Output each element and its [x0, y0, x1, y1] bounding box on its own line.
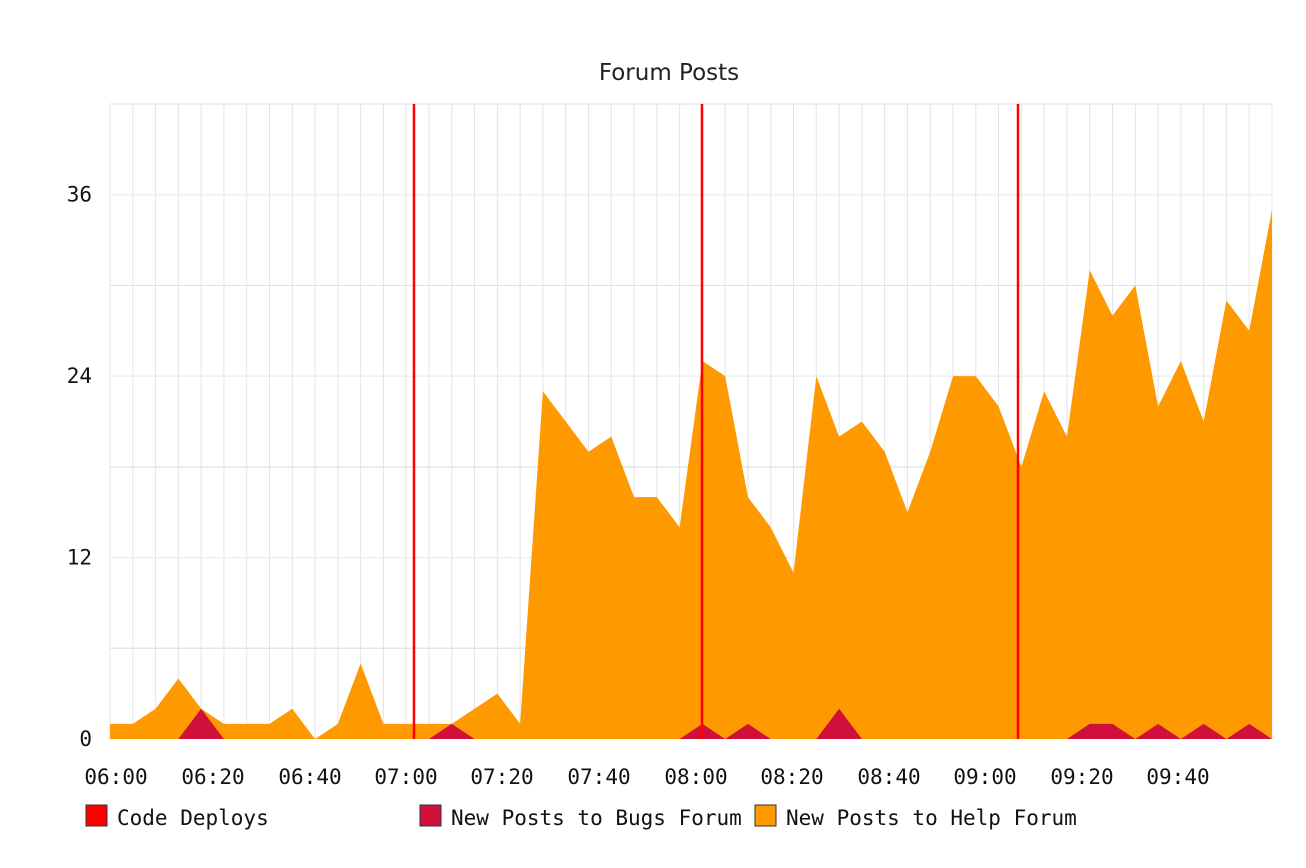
- x-axis-ticks: 06:00 06:20 06:40 07:00 07:20 07:40 08:00 08:20…: [84, 765, 1209, 789]
- y-axis-ticks: 0 12 24 36: [67, 183, 92, 751]
- legend-label: Code Deploys: [117, 806, 269, 830]
- x-tick-label: 09:00: [953, 765, 1016, 789]
- x-tick-label: 09:40: [1146, 765, 1209, 789]
- series-area-help-forum: [110, 209, 1272, 740]
- x-tick-label: 06:40: [278, 765, 341, 789]
- y-tick-label: 0: [79, 727, 92, 751]
- legend-label: New Posts to Bugs Forum: [451, 806, 742, 830]
- x-tick-label: 08:40: [857, 765, 920, 789]
- chart-title: Forum Posts: [599, 60, 739, 86]
- x-tick-label: 07:00: [374, 765, 437, 789]
- y-tick-label: 24: [67, 364, 92, 388]
- legend-label: New Posts to Help Forum: [786, 806, 1077, 830]
- series-area-bugs-forum: [110, 708, 1272, 739]
- legend-swatch: [419, 804, 442, 827]
- area-series: [110, 209, 1272, 740]
- x-tick-label: 09:20: [1050, 765, 1113, 789]
- legend: Code Deploys New Posts to Bugs Forum New P…: [85, 804, 1077, 830]
- y-tick-label: 36: [67, 183, 92, 207]
- legend-swatch: [85, 804, 108, 827]
- x-tick-label: 08:00: [664, 765, 727, 789]
- code-deploy-markers: [412, 104, 1020, 739]
- y-tick-label: 12: [67, 546, 92, 570]
- legend-swatch: [754, 804, 777, 827]
- x-tick-label: 06:20: [181, 765, 244, 789]
- x-tick-label: 07:20: [470, 765, 533, 789]
- x-tick-label: 08:20: [760, 765, 823, 789]
- x-tick-label: 07:40: [567, 765, 630, 789]
- x-tick-label: 06:00: [84, 765, 147, 789]
